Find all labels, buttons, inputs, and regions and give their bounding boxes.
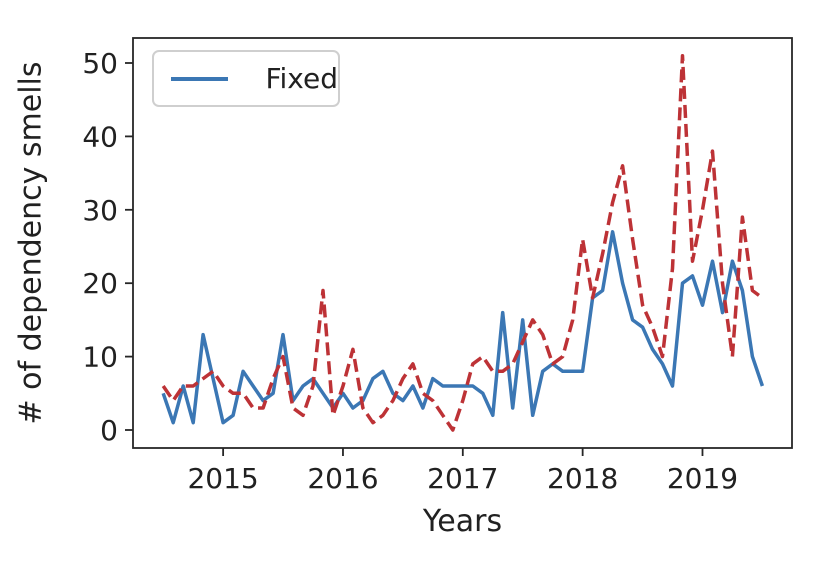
- x-axis-label: Years: [422, 504, 503, 539]
- y-tick-label: 20: [82, 267, 118, 300]
- x-tick-label: 2016: [307, 462, 378, 495]
- y-tick-label: 50: [82, 47, 118, 80]
- y-tick-label: 40: [82, 120, 118, 153]
- y-axis-label: # of dependency smells: [13, 61, 49, 425]
- legend-label-fixed: Fixed: [265, 62, 338, 95]
- x-tick-label: 2018: [547, 462, 618, 495]
- x-tick-label: 2019: [667, 462, 738, 495]
- x-tick-label: 2015: [187, 462, 258, 495]
- legend: Fixed: [152, 50, 340, 107]
- x-tick-label: 2017: [427, 462, 498, 495]
- legend-line-swatch-fixed: [171, 76, 229, 81]
- series-Fixed: [161, 230, 765, 425]
- series-red-dashed-unlabeled: [161, 53, 764, 432]
- y-tick-label: 10: [82, 341, 118, 374]
- y-tick-label: 30: [82, 194, 118, 227]
- y-tick-label: 0: [100, 414, 118, 447]
